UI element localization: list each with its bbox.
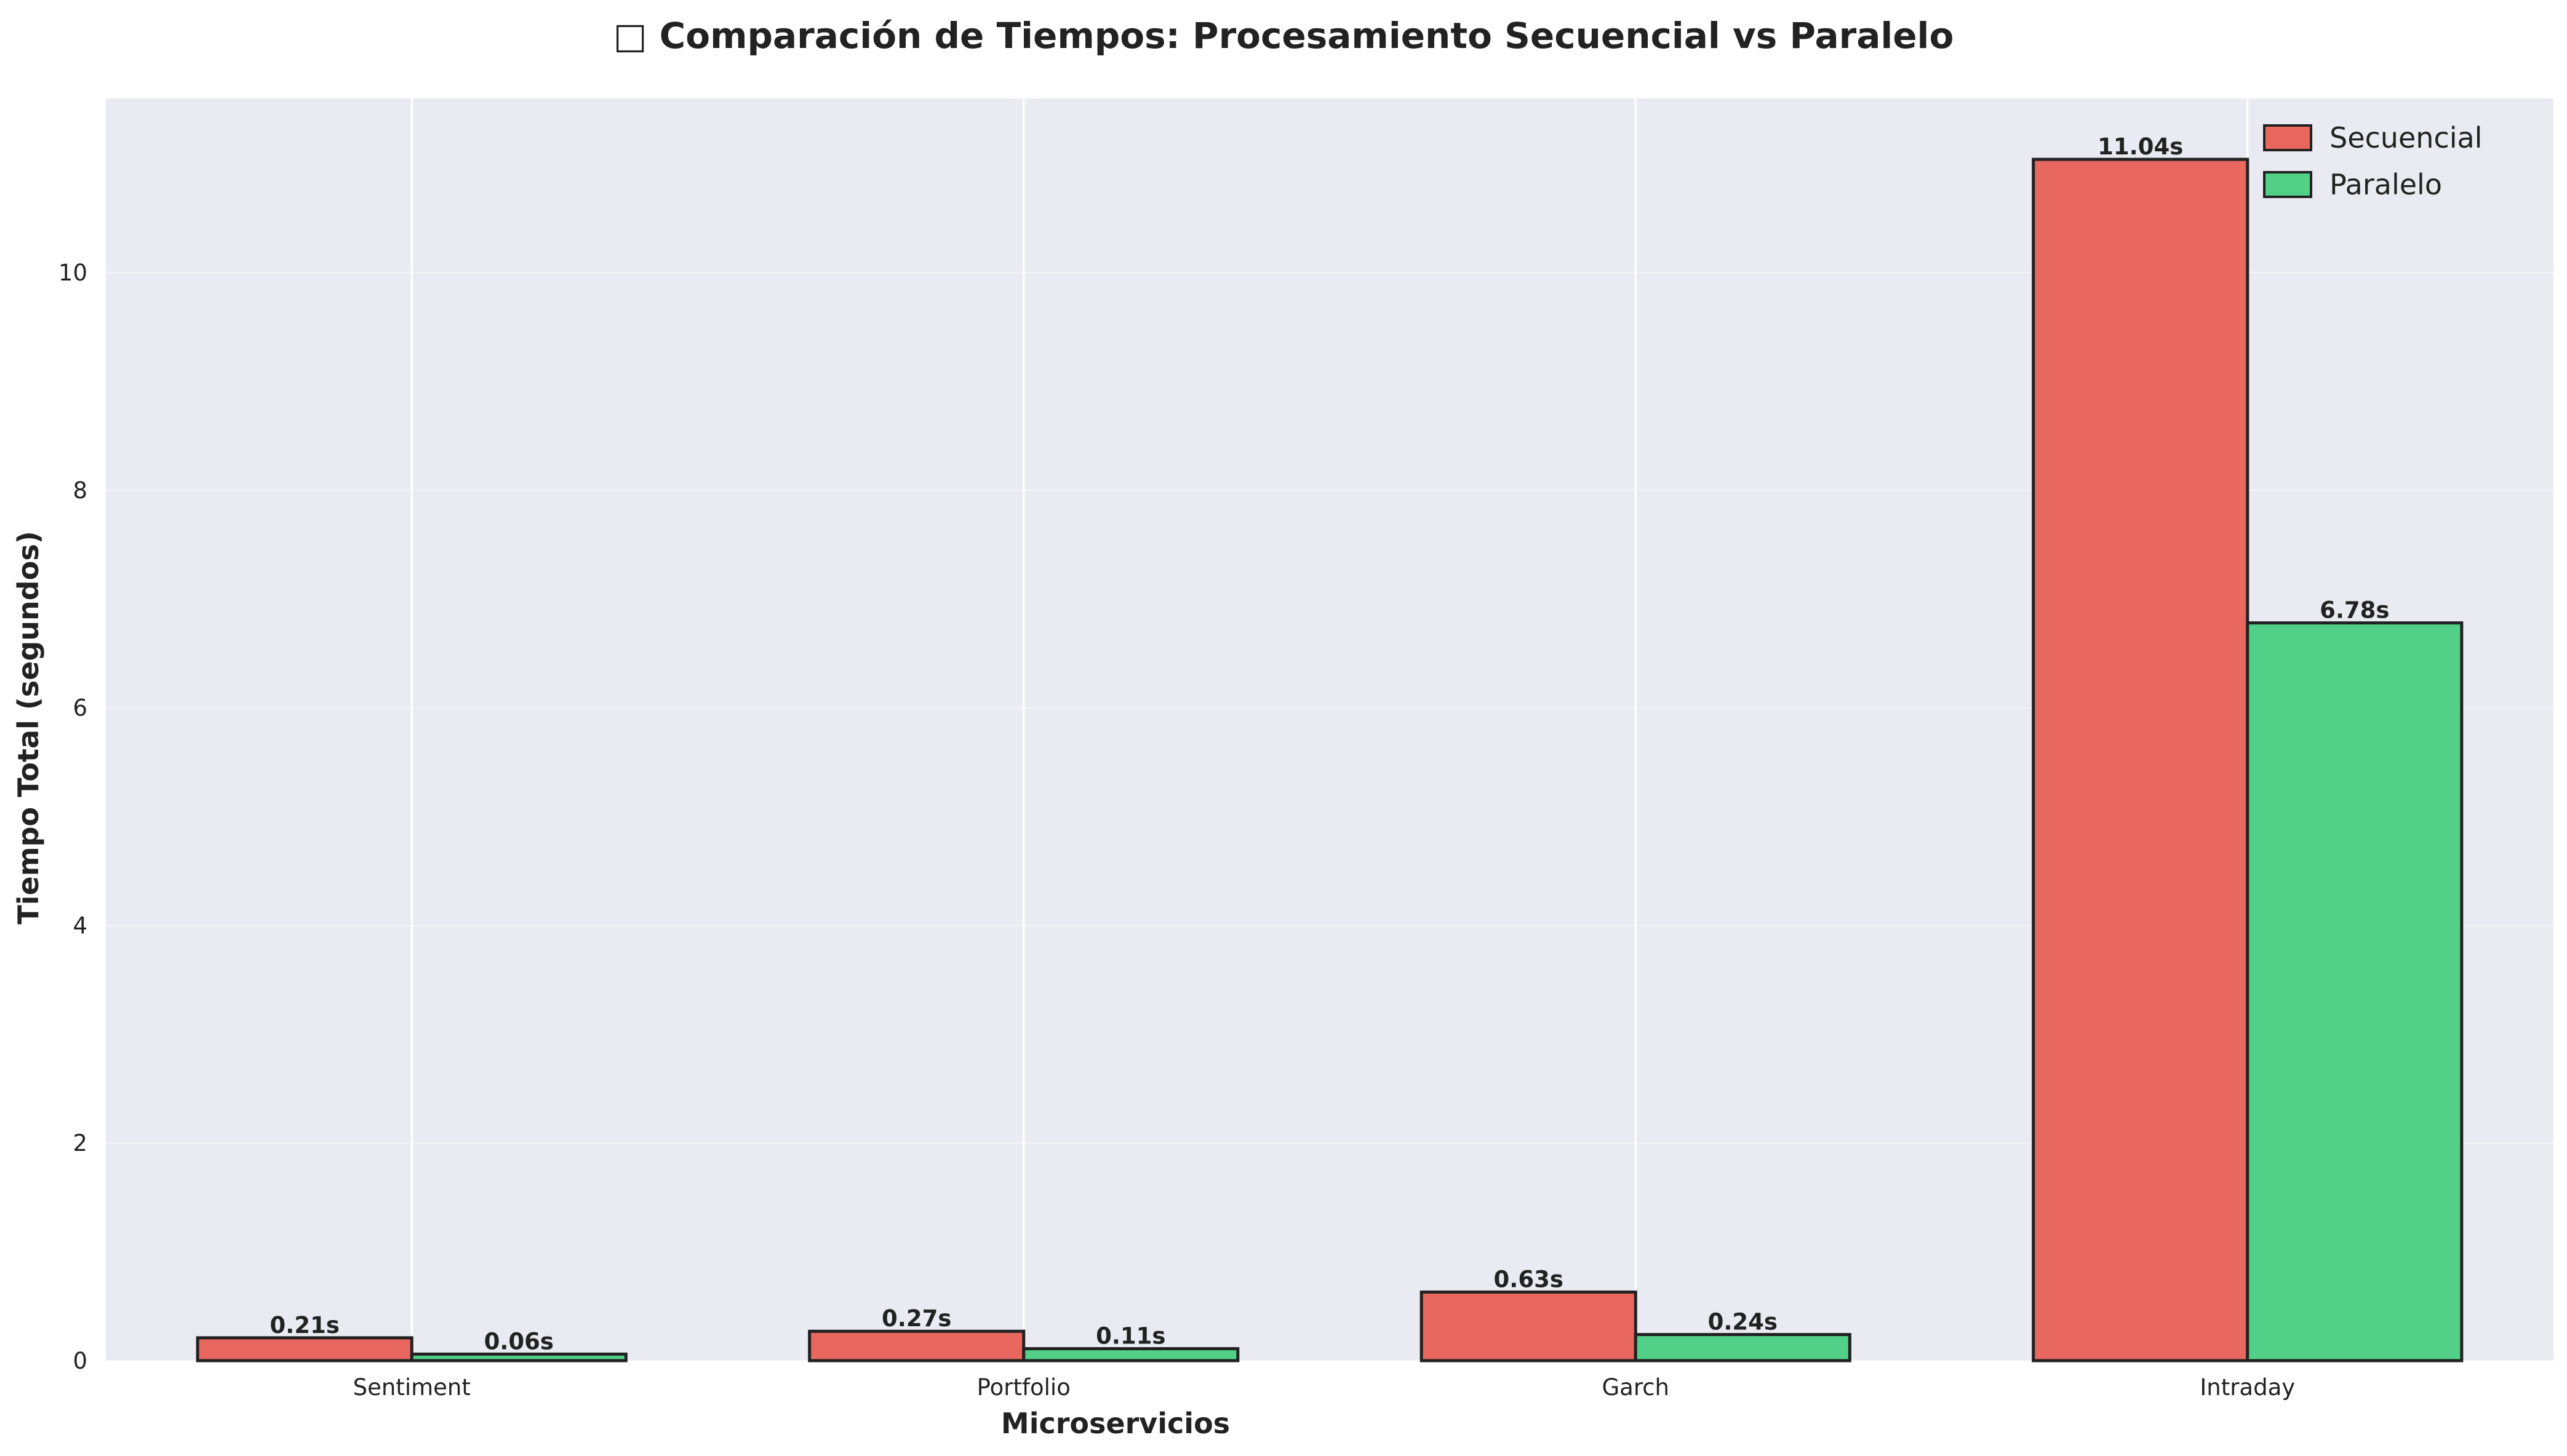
bar-value-label: 0.27s	[882, 1305, 951, 1332]
bar-paralelo-intraday	[2246, 621, 2464, 1363]
bar-value-label: 0.63s	[1494, 1267, 1563, 1293]
bar-paralelo-portfolio	[1022, 1347, 1240, 1363]
y-tick-label: 4	[73, 912, 87, 939]
chart-title: □ Comparación de Tiempos: Procesamiento …	[613, 15, 1954, 57]
x-axis-label: Microservicios	[1001, 1407, 1230, 1440]
y-axis-label: Tiempo Total (segundos)	[12, 531, 45, 924]
bar-secuencial-garch	[1419, 1291, 1637, 1363]
x-tick-label: Portfolio	[977, 1374, 1071, 1401]
bar-secuencial-portfolio	[808, 1329, 1026, 1363]
bars	[196, 157, 2464, 1363]
bar-paralelo-garch	[1634, 1333, 1851, 1363]
y-tick-label: 10	[58, 260, 87, 286]
y-tick-labels: 0 2 4 6 8 10	[58, 260, 87, 1374]
legend-label-secuencial: Secuencial	[2329, 121, 2482, 154]
bar-value-label: 0.06s	[484, 1328, 554, 1355]
legend-swatch-paralelo	[2263, 171, 2312, 198]
bar-secuencial-sentiment	[196, 1336, 413, 1363]
bar-value-label: 6.78s	[2320, 597, 2389, 624]
x-tick-label: Sentiment	[353, 1374, 471, 1401]
bar-value-label: 0.24s	[1708, 1309, 1778, 1335]
x-tick-labels: Sentiment Portfolio Garch Intraday	[353, 1374, 2296, 1401]
x-tick-label: Garch	[1602, 1374, 1669, 1401]
y-tick-label: 2	[73, 1130, 87, 1156]
y-tick-label: 8	[73, 477, 87, 504]
x-tick-label: Intraday	[2200, 1374, 2295, 1401]
legend-label-paralelo: Paralelo	[2329, 168, 2442, 201]
bar-secuencial-intraday	[2032, 157, 2250, 1363]
y-tick-label: 6	[73, 695, 87, 722]
bar-value-label: 0.21s	[270, 1312, 340, 1339]
y-tick-label: 0	[73, 1348, 87, 1374]
legend-swatch-secuencial	[2263, 124, 2312, 151]
bar-value-label: 11.04s	[2098, 133, 2183, 160]
legend: Secuencial Paralelo	[2263, 121, 2482, 201]
bar-value-label: 0.11s	[1096, 1323, 1165, 1350]
bar-paralelo-sentiment	[410, 1352, 628, 1363]
bar-value-labels: 0.21s 0.27s 0.63s 11.04s 0.06s 0.11s 0.24s 6.78…	[270, 133, 2390, 1355]
